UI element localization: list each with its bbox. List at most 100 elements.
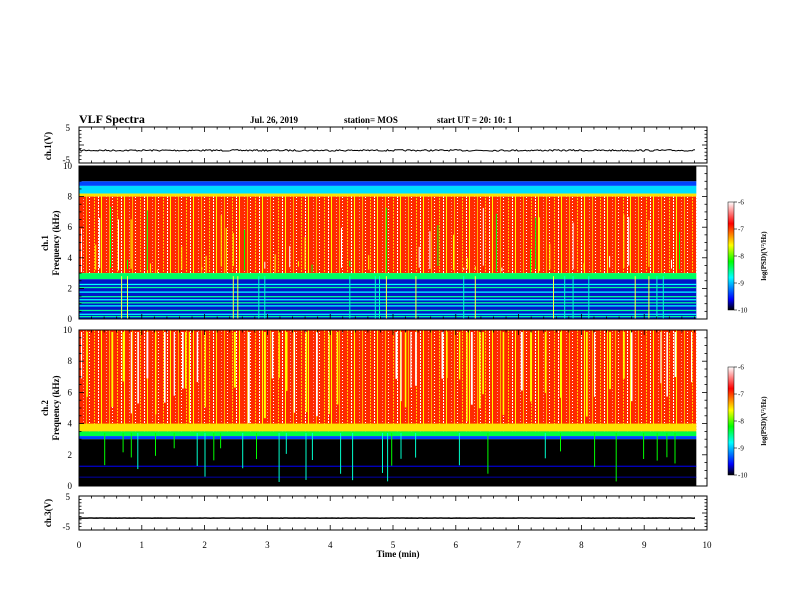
- spectrogram-burst: [271, 332, 274, 379]
- spectrogram-burst: [470, 332, 473, 405]
- ch2-spectrogram-panel: 0 2 4 6 8 10 ch.2 Frequency (kHz): [40, 325, 708, 491]
- spectrogram-streak: [387, 432, 389, 482]
- spectrogram-tone-line: [79, 291, 697, 293]
- ch1-waveform-ticks: [78, 126, 708, 164]
- spectrogram-burst: [466, 332, 468, 422]
- ch1-spectrogram-panel: 0 2 4 6 8 10 ch.1 Frequency (kHz): [40, 161, 708, 324]
- spectrogram-burst: [583, 263, 585, 270]
- ch1-ytick-bottom: -5: [63, 155, 71, 165]
- spectrogram-burst: [264, 261, 266, 269]
- spectrogram-burst: [501, 267, 503, 272]
- spectrogram-burst: [482, 207, 484, 266]
- spectrogram-blue-band: [79, 181, 697, 186]
- spectrogram-burst: [538, 217, 540, 272]
- x-tick-label: 0: [77, 540, 82, 550]
- spectrogram-streak: [285, 432, 287, 454]
- spectrogram-streak: [487, 432, 489, 474]
- spectrogram-streak: [594, 432, 596, 467]
- spectrogram-burst: [482, 332, 484, 395]
- spectrogram-burst: [311, 264, 313, 273]
- spectrogram-burst: [297, 261, 299, 267]
- spectrogram-burst: [130, 332, 132, 414]
- spectrogram-streak: [237, 276, 239, 319]
- x-tick-label: 5: [391, 540, 396, 550]
- spectrogram-streak: [615, 432, 617, 482]
- y-tick-label: 6: [68, 222, 73, 232]
- spectrogram-streak: [278, 432, 280, 482]
- spectrogram-burst: [463, 267, 465, 270]
- spectrogram-burst: [146, 210, 148, 271]
- spectrogram-burst: [400, 332, 402, 402]
- spectrogram-streak: [415, 276, 417, 319]
- spectrogram-streak: [553, 276, 554, 319]
- spectrogram-burst: [285, 332, 288, 391]
- spectrogram-burst: [535, 217, 537, 269]
- spectrogram-streak: [544, 432, 546, 459]
- spectrogram-tone-line: [79, 296, 697, 298]
- spectrogram-burst: [316, 332, 318, 417]
- spectrogram-streak: [474, 276, 476, 319]
- ch2-colorbar-ticks: -6 -7 -8 -9 -10: [734, 364, 748, 480]
- spectrogram-burst: [263, 332, 266, 419]
- spectrogram-burst: [368, 255, 370, 270]
- spectrogram-streak: [311, 432, 313, 461]
- spectrogram-burst: [560, 332, 562, 398]
- spectrogram-streak: [666, 432, 668, 458]
- spectrogram-burst: [404, 332, 407, 408]
- figure-title: VLF Spectra: [79, 112, 145, 126]
- spectrogram-streak: [256, 432, 257, 460]
- spectrogram-black-band: [79, 166, 697, 182]
- spectrogram-burst: [110, 206, 111, 269]
- start-time-label: start UT = 20: 10: 1: [437, 115, 513, 125]
- ch2-colorbar-gradient: [727, 366, 735, 476]
- colorbar-tick-label: -6: [738, 364, 744, 372]
- ch2-colorbar: -6 -7 -8 -9 -10 log(PSD)(V²/Hz): [727, 364, 768, 480]
- spectrogram-burst: [233, 332, 236, 388]
- spectrogram-burst: [188, 332, 191, 423]
- colorbar-tick-label: -8: [738, 418, 744, 426]
- ch3-waveform-frame: [78, 495, 708, 531]
- ch2-colorbar-label: log(PSD)(V²/Hz): [760, 396, 768, 446]
- x-tick-label: 10: [703, 540, 713, 550]
- spectrogram-burst: [181, 246, 183, 270]
- spectrogram-burst: [453, 234, 454, 270]
- y-tick-label: 10: [63, 161, 73, 171]
- spectrogram-streak: [173, 432, 175, 449]
- spectrogram-burst: [395, 332, 398, 379]
- spectrogram-burst: [691, 332, 693, 383]
- ch2-spectrogram-ticks: [78, 329, 708, 487]
- spectrogram-streak: [305, 432, 307, 480]
- spectrogram-burst: [679, 232, 680, 270]
- y-tick-label: 6: [68, 387, 73, 397]
- spectrogram-burst: [278, 332, 280, 378]
- ch1-spectrogram-channel-label: ch.1: [40, 235, 50, 251]
- spectrogram-burst: [530, 249, 531, 273]
- spectrogram-streak: [564, 276, 566, 319]
- spectrogram-red-band: [79, 330, 697, 432]
- spectrogram-streak: [137, 432, 139, 470]
- spectrogram-streak: [340, 432, 342, 474]
- spectrogram-cyan-band: [79, 185, 697, 194]
- spectrogram-streak: [458, 432, 460, 466]
- spectrogram-streak: [204, 432, 206, 477]
- spectrogram-burst: [585, 332, 588, 417]
- spectrogram-burst: [349, 260, 351, 267]
- spectrogram-burst: [201, 267, 203, 270]
- ch1-colorbar: -6 -7 -8 -9 -10 log(PSD)(V²/Hz): [727, 199, 768, 315]
- spectrogram-tone-line: [79, 305, 697, 307]
- x-tick-labels: 0 1 2 3 4 5 6 7 8 9 10: [77, 540, 712, 550]
- y-tick-label: 0: [68, 314, 73, 324]
- y-tick-label: 8: [68, 192, 73, 202]
- spectrogram-streak: [463, 276, 465, 319]
- date-label: Jul. 26, 2019: [250, 115, 299, 125]
- ch1-ytick-top: 5: [66, 123, 71, 133]
- spectrogram-burst: [111, 332, 114, 407]
- spectrogram-burst: [609, 256, 611, 268]
- spectrogram-burst: [495, 213, 497, 272]
- spectrogram-burst: [446, 332, 448, 379]
- spectrogram-streak: [560, 432, 561, 452]
- spectrogram-burst: [95, 244, 97, 270]
- spectrogram-burst: [173, 332, 175, 396]
- station-label: station= MOS: [344, 115, 398, 125]
- spectrogram-green-band: [79, 273, 697, 280]
